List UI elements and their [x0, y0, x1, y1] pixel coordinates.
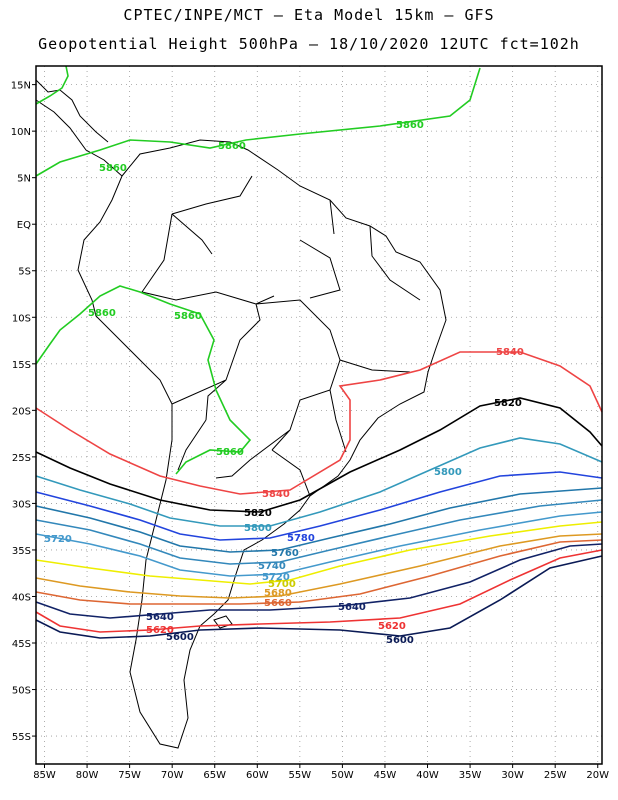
- longitude-label: 70W: [161, 770, 184, 781]
- contour-label-5600: 5600: [386, 635, 414, 646]
- latitude-label: 35S: [12, 546, 31, 557]
- contour-label-5620: 5620: [378, 621, 406, 632]
- contour-label-5800: 5800: [244, 523, 272, 534]
- latitude-label: 55S: [12, 732, 31, 743]
- contour-label-5800: 5800: [434, 467, 462, 478]
- latitude-label: EQ: [17, 220, 31, 231]
- map-title-line-1: CPTEC/INPE/MCT – Eta Model 15km – GFS: [123, 6, 495, 24]
- contour-label-5860: 5860: [174, 311, 202, 322]
- longitude-label: 20W: [586, 770, 609, 781]
- country-borders: [141, 175, 421, 497]
- contour-5760: [35, 487, 603, 553]
- contour-5700: [35, 521, 603, 585]
- contour-label-5840: 5840: [262, 489, 290, 500]
- contour-5620: [35, 549, 603, 633]
- longitude-label: 45W: [374, 770, 397, 781]
- latitude-labels: 15N 10N 5N EQ 5S 10S 15S 20S 25S 30S 35S 40S 45S 50S 5…: [11, 81, 36, 743]
- longitude-label: 80W: [76, 770, 99, 781]
- contour-label-5640: 5640: [146, 612, 174, 623]
- contour-label-5860: 5860: [88, 308, 116, 319]
- longitude-label: 55W: [289, 770, 312, 781]
- contour-label-5860: 5860: [218, 141, 246, 152]
- longitude-label: 65W: [203, 770, 226, 781]
- latitude-label: 15S: [12, 360, 31, 371]
- contour-5680: [35, 533, 603, 599]
- contour-lines: [35, 65, 603, 639]
- contour-5740: [35, 499, 603, 565]
- contour-label-5860: 5860: [216, 447, 244, 458]
- latitude-label: 10N: [11, 127, 31, 138]
- contour-labels: 5860 5860 5860 5860 5860 5860 5840 5840 …: [44, 120, 524, 646]
- contour-label-5780: 5780: [287, 533, 315, 544]
- contour-label-5820: 5820: [244, 508, 272, 519]
- longitude-label: 25W: [544, 770, 567, 781]
- contour-label-5720: 5720: [262, 572, 290, 583]
- coastlines: [35, 79, 447, 749]
- contour-5840: [35, 351, 603, 495]
- contour-label-5840: 5840: [496, 347, 524, 358]
- longitude-label: 85W: [33, 770, 56, 781]
- contour-label-5720: 5720: [44, 534, 72, 545]
- contour-label-5640: 5640: [338, 602, 366, 613]
- contour-5800: [35, 437, 603, 527]
- contour-5820: [35, 397, 603, 513]
- contour-label-5760: 5760: [271, 548, 299, 559]
- south-america-coastline: [77, 139, 447, 749]
- latitude-label: 40S: [12, 592, 31, 603]
- contour-5720: [35, 511, 603, 577]
- contour-label-5860: 5860: [99, 163, 127, 174]
- contour-5780: [35, 471, 603, 541]
- longitude-label: 50W: [331, 770, 354, 781]
- longitude-label: 60W: [246, 770, 269, 781]
- contour-label-5600: 5600: [166, 632, 194, 643]
- latitude-label: 10S: [12, 313, 31, 324]
- latitude-label: 50S: [12, 686, 31, 697]
- contour-5600: [35, 555, 603, 639]
- contour-5640: [35, 543, 603, 619]
- longitude-label: 75W: [118, 770, 141, 781]
- latitude-label: 5N: [17, 174, 31, 185]
- longitude-label: 35W: [459, 770, 482, 781]
- contour-label-5660: 5660: [264, 598, 292, 609]
- latitude-label: 25S: [12, 453, 31, 464]
- central-america-coastline: [35, 79, 123, 177]
- latitude-label: 30S: [12, 499, 31, 510]
- map-title-line-2: Geopotential Height 500hPa – 18/10/2020 …: [38, 35, 580, 53]
- latitude-label: 45S: [12, 639, 31, 650]
- contour-label-5740: 5740: [258, 561, 286, 572]
- latitude-label: 5S: [18, 267, 31, 278]
- contour-label-5700: 5700: [268, 579, 296, 590]
- contour-label-5820: 5820: [494, 398, 522, 409]
- contour-5860-corner: [35, 65, 69, 105]
- latitude-label: 20S: [12, 406, 31, 417]
- contour-label-5860: 5860: [396, 120, 424, 131]
- longitude-labels: 85W 80W 75W 70W 65W 60W 55W 50W 45W 40W 35W 30W 25W 2…: [33, 764, 609, 781]
- contour-5860-north: [35, 67, 481, 177]
- contour-5860-west: [35, 285, 252, 475]
- contour-label-5620: 5620: [146, 625, 174, 636]
- latitude-label: 15N: [11, 81, 31, 92]
- map-frame: [35, 65, 603, 765]
- contour-label-5680: 5680: [264, 588, 292, 599]
- contour-5660: [35, 539, 603, 605]
- longitude-label: 30W: [501, 770, 524, 781]
- longitude-label: 40W: [416, 770, 439, 781]
